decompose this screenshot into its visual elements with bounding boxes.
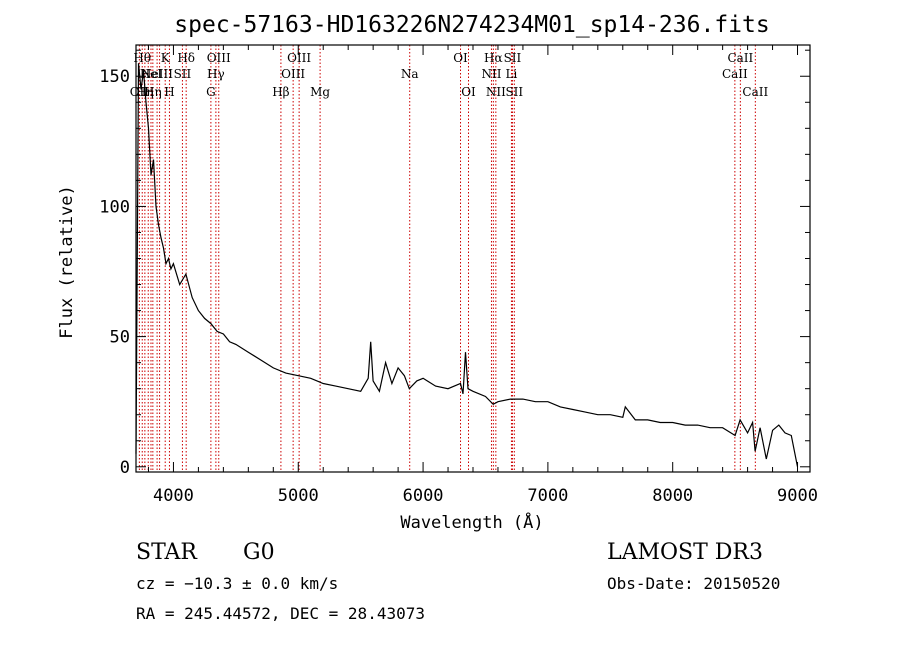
x-axis-label: Wavelength (Å)	[400, 511, 543, 533]
y-tick-label-2: 100	[99, 197, 130, 217]
object-class: STAR	[136, 540, 197, 565]
flux-series-line	[135, 63, 799, 467]
line-marker-layer	[138, 45, 756, 472]
x-tick-label-2: 6000	[403, 486, 444, 506]
line-label-4: HeI	[140, 67, 163, 81]
line-label-12: G	[206, 85, 216, 99]
line-label-18: Mg	[310, 85, 330, 99]
line-label-11: Hδ	[177, 51, 195, 65]
line-label-14: OIII	[207, 51, 231, 65]
object-subclass: G0	[243, 540, 275, 565]
line-label-30: CaII	[742, 85, 768, 99]
line-label-24: NII	[486, 85, 506, 99]
line-label-13: Hγ	[207, 67, 225, 81]
line-label-19: Na	[401, 67, 419, 81]
axis-ticks: 4000 5000 6000 7000 8000 9000 0 50 100 150	[99, 45, 818, 506]
y-axis-label: Flux (relative)	[57, 185, 77, 339]
chart-title: spec-57163-HD163226N274234M01_sp14-236.f…	[174, 12, 769, 38]
line-label-16: OIII	[281, 67, 305, 81]
line-label-22: NII	[481, 67, 501, 81]
y-tick-label-0: 0	[120, 458, 130, 478]
line-label-29: CaII	[727, 51, 753, 65]
y-tick-label-1: 50	[110, 328, 130, 348]
line-label-17: OIII	[287, 51, 311, 65]
redshift-text: cz = −10.3 ± 0.0 km/s	[136, 574, 339, 593]
line-label-1: Hθ	[133, 51, 151, 65]
obs-date-text: Obs-Date: 20150520	[607, 574, 781, 593]
line-label-15: Hβ	[272, 85, 289, 99]
line-label-21: OI	[461, 85, 476, 99]
line-label-layer: OIIHθHηHeIHηNeIIIKHSIIHδGHγOIIIHβOIIIOII…	[130, 51, 769, 99]
plot-frame	[135, 44, 811, 473]
line-label-8: K	[161, 51, 171, 65]
x-tick-label-0: 4000	[153, 486, 194, 506]
survey-name: LAMOST DR3	[607, 540, 763, 565]
x-tick-label-1: 5000	[278, 486, 319, 506]
line-label-23: Hα	[484, 51, 503, 65]
line-label-26: SII	[504, 51, 522, 65]
radec-text: RA = 245.44572, DEC = 28.43073	[136, 604, 425, 623]
line-label-25: Li	[506, 67, 518, 81]
x-tick-label-4: 8000	[652, 486, 693, 506]
line-label-27: SII	[505, 85, 523, 99]
line-label-5: Hη	[144, 85, 162, 99]
line-label-6: NeIII	[141, 67, 173, 81]
x-tick-label-3: 7000	[527, 486, 568, 506]
x-tick-label-5: 9000	[777, 486, 818, 506]
line-label-28: CaII	[722, 67, 748, 81]
line-label-9: H	[164, 85, 174, 99]
y-tick-label-3: 150	[99, 67, 130, 87]
line-label-20: OI	[453, 51, 468, 65]
line-label-10: SII	[174, 67, 192, 81]
